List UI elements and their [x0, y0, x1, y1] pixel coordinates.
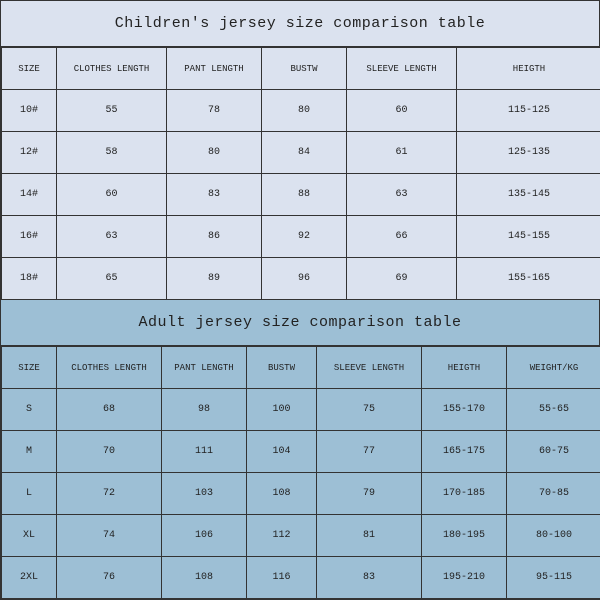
table-cell: 135-145 — [457, 174, 600, 216]
table-cell: 83 — [167, 174, 262, 216]
children-body: 10#55788060115-12512#58808461125-13514#6… — [2, 90, 600, 300]
table-cell: 55-65 — [507, 389, 600, 431]
table-cell: 66 — [347, 216, 457, 258]
table-cell: 106 — [162, 515, 247, 557]
table-cell: L — [2, 473, 57, 515]
adult-body: S689810075155-17055-65M7011110477165-175… — [2, 389, 600, 599]
column-header: SIZE — [2, 347, 57, 389]
table-cell: 80 — [167, 132, 262, 174]
column-header: CLOTHES LENGTH — [57, 48, 167, 90]
table-cell: 68 — [57, 389, 162, 431]
adult-size-table: SIZECLOTHES LENGTHPANT LENGTHBUSTWSLEEVE… — [1, 346, 600, 599]
column-header: SIZE — [2, 48, 57, 90]
table-cell: 80 — [262, 90, 347, 132]
table-cell: 70-85 — [507, 473, 600, 515]
table-row: 10#55788060115-125 — [2, 90, 600, 132]
table-row: M7011110477165-17560-75 — [2, 431, 600, 473]
table-cell: 75 — [317, 389, 422, 431]
column-header: BUSTW — [262, 48, 347, 90]
table-cell: 84 — [262, 132, 347, 174]
table-cell: M — [2, 431, 57, 473]
table-cell: 89 — [167, 258, 262, 300]
column-header: SLEEVE LENGTH — [347, 48, 457, 90]
table-cell: 111 — [162, 431, 247, 473]
table-cell: 96 — [262, 258, 347, 300]
table-cell: XL — [2, 515, 57, 557]
table-cell: 180-195 — [422, 515, 507, 557]
column-header: SLEEVE LENGTH — [317, 347, 422, 389]
column-header: CLOTHES LENGTH — [57, 347, 162, 389]
table-cell: 12# — [2, 132, 57, 174]
size-tables-container: Children's jersey size comparison table … — [0, 0, 600, 600]
column-header: PANT LENGTH — [167, 48, 262, 90]
table-cell: 10# — [2, 90, 57, 132]
table-cell: 63 — [347, 174, 457, 216]
children-header-row: SIZECLOTHES LENGTHPANT LENGTHBUSTWSLEEVE… — [2, 48, 600, 90]
children-size-table: SIZECLOTHES LENGTHPANT LENGTHBUSTWSLEEVE… — [1, 47, 600, 300]
table-cell: 65 — [57, 258, 167, 300]
table-cell: 60 — [57, 174, 167, 216]
table-cell: 78 — [167, 90, 262, 132]
table-cell: 108 — [162, 557, 247, 599]
column-header: HEIGTH — [457, 48, 600, 90]
table-cell: 16# — [2, 216, 57, 258]
table-cell: 195-210 — [422, 557, 507, 599]
column-header: WEIGHT/KG — [507, 347, 600, 389]
adult-title: Adult jersey size comparison table — [1, 300, 599, 346]
table-cell: 58 — [57, 132, 167, 174]
table-cell: 18# — [2, 258, 57, 300]
table-row: 18#65899669155-165 — [2, 258, 600, 300]
column-header: PANT LENGTH — [162, 347, 247, 389]
table-cell: 108 — [247, 473, 317, 515]
children-title: Children's jersey size comparison table — [1, 1, 599, 47]
table-cell: 145-155 — [457, 216, 600, 258]
table-cell: 69 — [347, 258, 457, 300]
table-cell: 103 — [162, 473, 247, 515]
table-cell: 170-185 — [422, 473, 507, 515]
table-cell: 100 — [247, 389, 317, 431]
table-cell: 55 — [57, 90, 167, 132]
table-cell: 72 — [57, 473, 162, 515]
table-cell: 165-175 — [422, 431, 507, 473]
table-cell: 79 — [317, 473, 422, 515]
table-row: 2XL7610811683195-21095-115 — [2, 557, 600, 599]
table-cell: 60 — [347, 90, 457, 132]
table-cell: 81 — [317, 515, 422, 557]
table-cell: 125-135 — [457, 132, 600, 174]
table-cell: 77 — [317, 431, 422, 473]
table-cell: 98 — [162, 389, 247, 431]
table-cell: 60-75 — [507, 431, 600, 473]
table-row: XL7410611281180-19580-100 — [2, 515, 600, 557]
table-cell: 95-115 — [507, 557, 600, 599]
table-cell: 92 — [262, 216, 347, 258]
adult-header-row: SIZECLOTHES LENGTHPANT LENGTHBUSTWSLEEVE… — [2, 347, 600, 389]
table-row: S689810075155-17055-65 — [2, 389, 600, 431]
table-cell: 155-170 — [422, 389, 507, 431]
table-cell: S — [2, 389, 57, 431]
table-cell: 115-125 — [457, 90, 600, 132]
table-cell: 112 — [247, 515, 317, 557]
table-cell: 74 — [57, 515, 162, 557]
table-cell: 155-165 — [457, 258, 600, 300]
table-cell: 86 — [167, 216, 262, 258]
table-row: 14#60838863135-145 — [2, 174, 600, 216]
table-cell: 63 — [57, 216, 167, 258]
table-row: 12#58808461125-135 — [2, 132, 600, 174]
table-row: L7210310879170-18570-85 — [2, 473, 600, 515]
table-cell: 104 — [247, 431, 317, 473]
column-header: HEIGTH — [422, 347, 507, 389]
table-cell: 80-100 — [507, 515, 600, 557]
table-cell: 2XL — [2, 557, 57, 599]
table-cell: 88 — [262, 174, 347, 216]
table-cell: 76 — [57, 557, 162, 599]
table-cell: 70 — [57, 431, 162, 473]
table-cell: 14# — [2, 174, 57, 216]
table-row: 16#63869266145-155 — [2, 216, 600, 258]
table-cell: 61 — [347, 132, 457, 174]
column-header: BUSTW — [247, 347, 317, 389]
table-cell: 116 — [247, 557, 317, 599]
table-cell: 83 — [317, 557, 422, 599]
